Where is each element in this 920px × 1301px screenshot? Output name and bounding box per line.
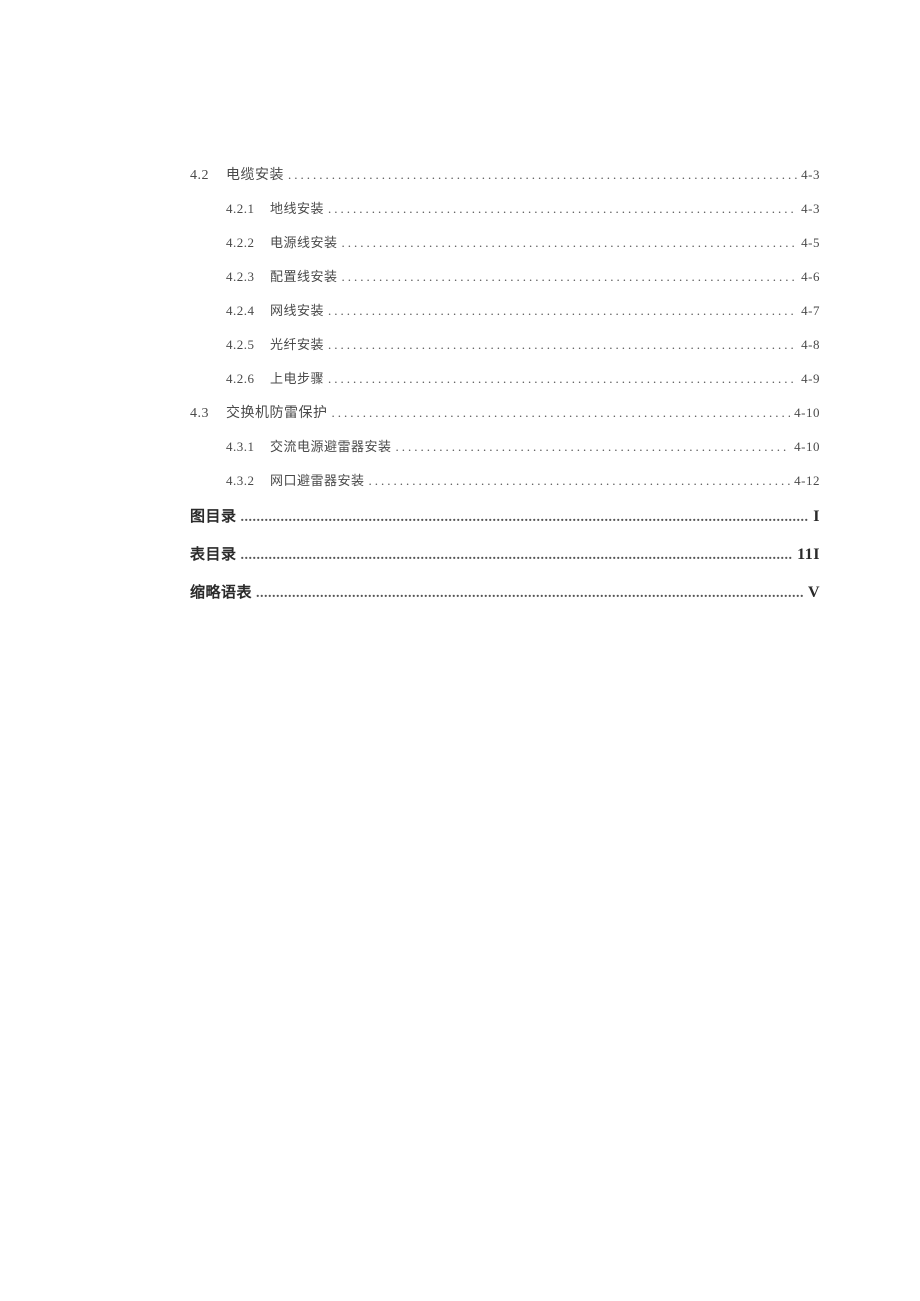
toc-entry-number: 4.2.4 xyxy=(226,294,270,328)
toc-entry-page: 4-10 xyxy=(794,396,820,430)
toc-entry-page: 4-8 xyxy=(801,328,820,362)
toc-entry: 4.3 交换机防雷保护 4-10 xyxy=(190,396,820,430)
toc-subentry: 4.2.3 配置线安装 4-6 xyxy=(190,260,820,294)
table-of-contents: 4.2 电缆安装 4-3 4.2.1 地线安装 4-3 4.2.2 电源线安装 … xyxy=(190,158,820,612)
toc-entry-page: 4-5 xyxy=(801,226,820,260)
toc-entry-title: 交换机防雷保护 xyxy=(226,397,328,430)
toc-leader-dots xyxy=(241,537,794,574)
toc-entry-page: 4-10 xyxy=(794,430,820,464)
toc-leader-dots xyxy=(332,396,791,430)
toc-leader-dots xyxy=(369,464,791,498)
toc-entry-page: 4-3 xyxy=(801,158,820,192)
toc-entry-number: 4.2.2 xyxy=(226,226,270,260)
toc-subentry: 4.3.2 网口避雷器安装 4-12 xyxy=(190,464,820,498)
toc-subentry: 4.2.6 上电步骤 4-9 xyxy=(190,362,820,396)
toc-entry-page: 4-12 xyxy=(794,464,820,498)
toc-entry-title: 配置线安装 xyxy=(270,260,338,294)
toc-entry-title: 地线安装 xyxy=(270,192,324,226)
toc-subentry: 4.3.1 交流电源避雷器安装 4-10 xyxy=(190,430,820,464)
toc-entry-title: 缩略语表 xyxy=(190,574,252,612)
toc-leader-dots xyxy=(241,499,810,536)
toc-entry-page: 11I xyxy=(797,536,820,574)
toc-entry: 4.2 电缆安装 4-3 xyxy=(190,158,820,192)
toc-entry-title: 网口避雷器安装 xyxy=(270,464,365,498)
toc-leader-dots xyxy=(328,192,797,226)
toc-leader-dots xyxy=(328,294,797,328)
toc-entry-title: 光纤安装 xyxy=(270,328,324,362)
toc-entry-title: 电源线安装 xyxy=(270,226,338,260)
toc-leader-dots xyxy=(396,430,791,464)
toc-entry-number: 4.2.1 xyxy=(226,192,270,226)
toc-entry-number: 4.3 xyxy=(190,397,226,430)
toc-entry-number: 4.3.1 xyxy=(226,430,270,464)
toc-entry-title: 交流电源避雷器安装 xyxy=(270,430,392,464)
toc-major-entry: 表目录 11I xyxy=(190,536,820,574)
toc-entry-page: 4-3 xyxy=(801,192,820,226)
toc-entry-number: 4.2.6 xyxy=(226,362,270,396)
toc-major-entry: 图目录 I xyxy=(190,498,820,536)
toc-entry-page: V xyxy=(808,574,820,612)
toc-subentry: 4.2.1 地线安装 4-3 xyxy=(190,192,820,226)
toc-entry-page: 4-9 xyxy=(801,362,820,396)
toc-leader-dots xyxy=(288,158,797,192)
toc-leader-dots xyxy=(342,226,798,260)
toc-entry-title: 上电步骤 xyxy=(270,362,324,396)
toc-major-entry: 缩略语表 V xyxy=(190,574,820,612)
toc-entry-number: 4.3.2 xyxy=(226,464,270,498)
toc-entry-page: I xyxy=(813,498,820,536)
toc-leader-dots xyxy=(256,575,804,612)
toc-leader-dots xyxy=(328,328,797,362)
toc-entry-number: 4.2.3 xyxy=(226,260,270,294)
toc-entry-number: 4.2.5 xyxy=(226,328,270,362)
toc-subentry: 4.2.5 光纤安装 4-8 xyxy=(190,328,820,362)
toc-entry-title: 图目录 xyxy=(190,498,237,536)
toc-leader-dots xyxy=(342,260,798,294)
toc-entry-title: 网线安装 xyxy=(270,294,324,328)
toc-entry-number: 4.2 xyxy=(190,159,226,192)
toc-leader-dots xyxy=(328,362,797,396)
toc-entry-title: 电缆安装 xyxy=(226,159,284,192)
toc-entry-page: 4-7 xyxy=(801,294,820,328)
toc-subentry: 4.2.4 网线安装 4-7 xyxy=(190,294,820,328)
toc-entry-page: 4-6 xyxy=(801,260,820,294)
toc-subentry: 4.2.2 电源线安装 4-5 xyxy=(190,226,820,260)
toc-entry-title: 表目录 xyxy=(190,536,237,574)
